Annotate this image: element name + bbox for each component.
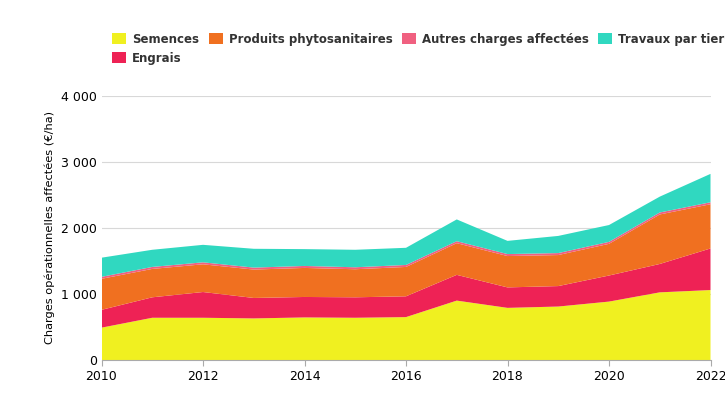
Legend: Semences, Engrais, Produits phytosanitaires, Autres charges affectées, Travaux p: Semences, Engrais, Produits phytosanitai…: [107, 28, 725, 69]
Y-axis label: Charges opérationnelles affectées (€/ha): Charges opérationnelles affectées (€/ha): [45, 112, 55, 344]
